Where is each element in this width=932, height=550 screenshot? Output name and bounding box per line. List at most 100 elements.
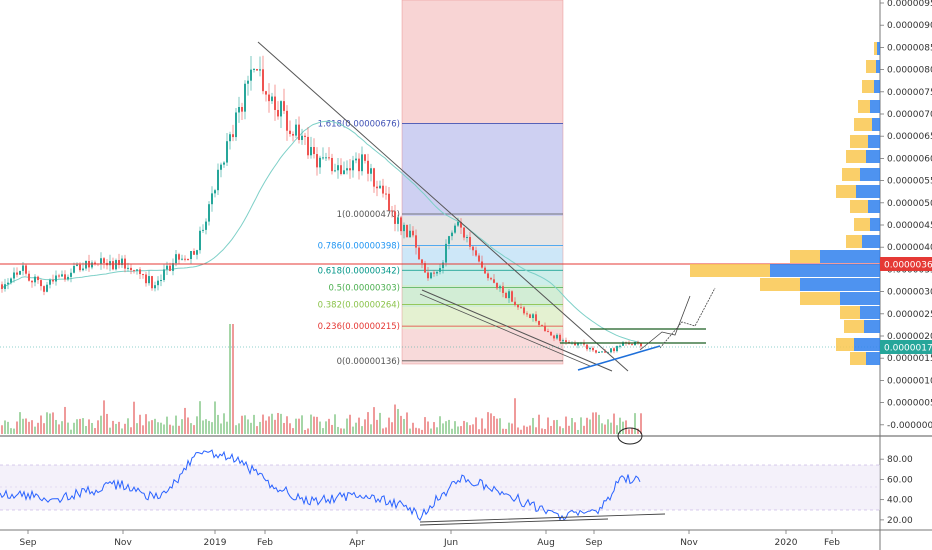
volume-bar: [487, 412, 489, 434]
volume-profile-bar-up: [850, 352, 866, 365]
price-tick-label: 0.00000900: [887, 21, 932, 31]
candle-body: [208, 204, 210, 222]
volume-bar: [76, 419, 78, 434]
price-axis[interactable]: 0.00000950 0.00000900 0.00000850 0.00000800…: [880, 0, 932, 431]
volume-bar: [571, 417, 573, 434]
price-tick-label: 0.00000800: [887, 66, 932, 76]
volume-profile-bar-up: [854, 118, 872, 131]
volume-bar: [127, 418, 129, 434]
volume-bar: [139, 414, 141, 434]
candle-body: [592, 347, 594, 351]
volume-bar: [586, 417, 588, 434]
candle-body: [382, 185, 384, 194]
fib-level-label: 0.5(0.00000303): [328, 283, 400, 293]
volume-profile-bar-down: [856, 185, 880, 198]
candle-body: [16, 272, 18, 275]
volume-profile-bar-up: [836, 338, 854, 351]
support-line-blue[interactable]: [577, 345, 661, 371]
volume-bar: [592, 412, 594, 434]
candle-body: [289, 130, 291, 134]
volume-bar: [187, 417, 189, 434]
fib-level-label: 0.618(0.00000342): [318, 266, 400, 276]
candle-body: [640, 342, 642, 347]
candle-body: [556, 334, 558, 339]
candle-body: [595, 350, 597, 353]
volume-bar: [124, 423, 126, 434]
candle-body: [52, 279, 54, 282]
fib-level-label: 0.382(0.00000264): [318, 301, 400, 311]
moving-average: [0, 120, 641, 344]
candle-body: [199, 230, 201, 251]
candle-body: [205, 221, 207, 230]
volume-bar: [382, 428, 384, 434]
volume-bar: [37, 422, 39, 434]
fib-zone-0618: [402, 264, 563, 285]
volume-bar: [379, 412, 381, 434]
volume-bar: [565, 416, 567, 434]
candle-body: [598, 351, 600, 353]
candle-body: [325, 157, 327, 159]
candle-body: [241, 106, 243, 112]
wedge-upper-line[interactable]: [421, 289, 613, 372]
volume-bars: [1, 324, 642, 434]
volume-bar: [529, 425, 531, 434]
volume-bar: [550, 425, 552, 434]
current-price-badge: 0.00000173: [880, 340, 932, 354]
time-tick-label: Nov: [114, 538, 132, 548]
volume-bar: [343, 428, 345, 434]
candle-body: [100, 258, 102, 264]
rsi-pane[interactable]: [0, 449, 880, 526]
price-tick-label: 0.00000550: [887, 177, 932, 187]
candle-body: [508, 291, 510, 299]
volume-bar: [463, 420, 465, 434]
current-price-badge-bg: [880, 340, 932, 354]
volume-bar: [256, 426, 258, 434]
volume-bar: [625, 420, 627, 434]
candle-body: [166, 265, 168, 270]
descending-trendline[interactable]: [257, 41, 629, 372]
candle-body: [469, 237, 471, 247]
rsi-divergence-line-1[interactable]: [419, 518, 609, 526]
fibonacci-extension[interactable]: 1.618(0.00000676) 1(0.00000470) 0.786(0.00…: [318, 0, 564, 367]
time-axis[interactable]: Sep Nov 2019 Feb Apr Jun Aug Sep Nov 2020 Feb: [20, 530, 841, 548]
price-tick-label: -0.00000000: [887, 421, 932, 431]
wedge-lower-line[interactable]: [419, 293, 591, 367]
projection-path-2[interactable]: [659, 287, 716, 349]
candle-body: [481, 261, 483, 268]
volume-bar: [637, 428, 639, 434]
candle-body: [154, 285, 156, 289]
volume-bar: [589, 419, 591, 434]
volume-bar: [34, 426, 36, 434]
volume-bar: [49, 413, 51, 434]
time-tick-label: Nov: [680, 538, 698, 548]
volume-profile-bar-up: [874, 42, 877, 55]
volume-bar: [220, 423, 222, 434]
volume-bar: [271, 413, 273, 434]
candle-body: [520, 307, 522, 309]
volume-bar: [307, 428, 309, 434]
volume-bar: [52, 412, 54, 434]
projection-path-1[interactable]: [639, 295, 691, 351]
candle-body: [490, 278, 492, 280]
volume-bar: [88, 419, 90, 434]
candle-body: [346, 168, 348, 171]
candle-body: [397, 217, 399, 224]
fib-zone-1618: [402, 124, 563, 216]
volume-bar: [427, 421, 429, 434]
candle-body: [553, 335, 555, 339]
volume-profile-bar-down: [868, 135, 880, 148]
volume-bar: [46, 412, 48, 434]
volume-bar: [166, 416, 168, 434]
volume-bar: [535, 427, 537, 434]
volume-bar: [469, 425, 471, 434]
volume-bar: [634, 413, 636, 434]
rsi-divergence-line-2[interactable]: [419, 513, 666, 523]
volume-circle-annotation[interactable]: [617, 427, 643, 445]
candle-body: [238, 106, 240, 113]
candle-body: [115, 260, 117, 270]
volume-profile-bar-up: [760, 278, 800, 291]
candle-body: [475, 250, 477, 256]
candle-body: [46, 284, 48, 292]
candle-body: [79, 264, 81, 271]
